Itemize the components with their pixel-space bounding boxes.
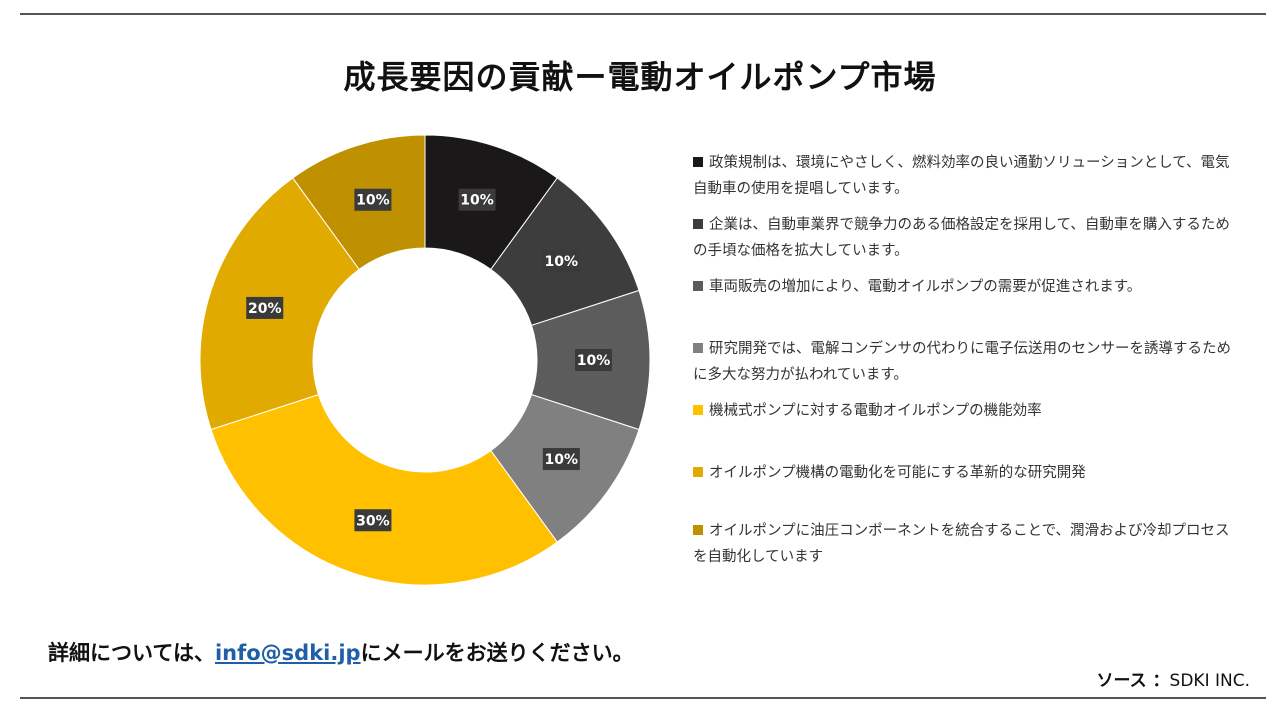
slice-label-box-1 xyxy=(458,188,496,211)
legend-label-1: 政策規制は、環境にやさしく、燃料効率の良い通勤ソリューションとして、電気自動車の… xyxy=(693,155,1230,197)
legend-item-7: オイルポンプに油圧コンポーネントを統合することで、潤滑および冷却プロセスを自動化… xyxy=(693,518,1238,570)
legend-label-4: 研究開発では、電解コンデンサの代わりに電子伝送用のセンサーを誘導するために多大な… xyxy=(693,341,1231,383)
legend-item-2: 企業は、自動車業界で競争力のある価格設定を採用して、自動車を購入するための手頃な… xyxy=(693,212,1238,264)
slice-data-label-2: 10% xyxy=(545,254,579,270)
chart-title: 成長要因の貢献ー電動オイルポンプ市場 xyxy=(343,58,937,96)
slice-data-label-4: 10% xyxy=(545,452,579,468)
contact-suffix: にメールをお送りください。 xyxy=(360,641,634,665)
legend-label-2: 企業は、自動車業界で競争力のある価格設定を採用して、自動車を購入するための手頃な… xyxy=(693,217,1230,259)
slice-data-label-7: 10% xyxy=(356,193,390,209)
legend-swatch-7 xyxy=(693,525,703,535)
legend-swatch-2 xyxy=(693,219,703,229)
legend-swatch-6 xyxy=(693,467,703,477)
legend-swatch-4 xyxy=(693,343,703,353)
slice-label-box-3 xyxy=(575,349,612,371)
slice-label-box-2 xyxy=(542,249,580,272)
donut-slice-5 xyxy=(210,393,558,586)
legend-swatch-1 xyxy=(693,157,703,167)
slice-label-box-5 xyxy=(354,509,392,532)
source-label: ソース ： xyxy=(1096,671,1170,691)
donut-chart: 10% 10% 10% 10% 30% 20% 10% xyxy=(199,134,651,586)
slice-data-label-3: 10% xyxy=(577,353,611,369)
contact-prefix: 詳細については、 xyxy=(48,641,215,665)
source-credit: ソース ：SDKI INC. xyxy=(1096,666,1250,691)
contact-email-link[interactable]: info@sdki.jp xyxy=(214,641,361,665)
legend-label-5: 機械式ポンプに対する電動オイルポンプの機能効率 xyxy=(709,403,1042,419)
slice-label-box-6 xyxy=(246,296,284,319)
bottom-rule xyxy=(20,697,1266,699)
slice-label-box-7 xyxy=(354,188,392,211)
legend-item-1: 政策規制は、環境にやさしく、燃料効率の良い通勤ソリューションとして、電気自動車の… xyxy=(693,150,1238,202)
top-rule xyxy=(20,13,1266,15)
slice-data-label-5: 30% xyxy=(356,513,390,529)
legend-label-7: オイルポンプに油圧コンポーネントを統合することで、潤滑および冷却プロセスを自動化… xyxy=(693,523,1230,565)
slice-data-label-1: 10% xyxy=(460,193,494,209)
legend-item-4: 研究開発では、電解コンデンサの代わりに電子伝送用のセンサーを誘導するために多大な… xyxy=(693,336,1238,388)
legend-item-3: 車両販売の増加により、電動オイルポンプの需要が促進されます。 xyxy=(693,274,1238,300)
legend-swatch-3 xyxy=(693,281,703,291)
source-value: SDKI INC. xyxy=(1169,671,1250,691)
legend-item-5: 機械式ポンプに対する電動オイルポンプの機能効率 xyxy=(693,398,1238,424)
legend-swatch-5 xyxy=(693,405,703,415)
slice-label-box-4 xyxy=(542,448,580,471)
contact-note: 詳細については、info@sdki.jpにメールをお送りください。 xyxy=(48,637,634,667)
legend-label-3: 車両販売の増加により、電動オイルポンプの需要が促進されます。 xyxy=(709,279,1142,295)
slice-data-label-6: 20% xyxy=(248,301,282,317)
legend-label-6: オイルポンプ機構の電動化を可能にする革新的な研究開発 xyxy=(709,465,1086,481)
legend-item-6: オイルポンプ機構の電動化を可能にする革新的な研究開発 xyxy=(693,460,1238,486)
